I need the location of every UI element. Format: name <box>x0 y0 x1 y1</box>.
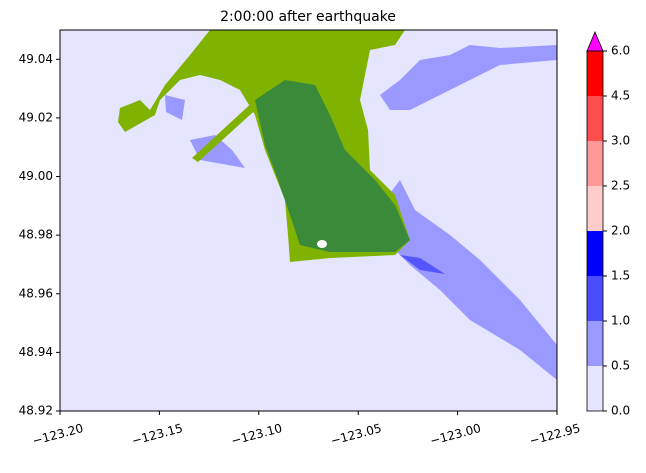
land-flood <box>192 100 262 162</box>
x-tick-label: −123.20 <box>31 421 85 448</box>
colorbar-band <box>587 366 603 411</box>
colorbar-tick-label: 2.5 <box>611 179 630 193</box>
map <box>60 30 557 411</box>
y-tick-label: 49.02 <box>19 110 53 124</box>
y-tick-label: 48.92 <box>19 404 53 418</box>
colorbar-band <box>587 186 603 231</box>
x-tick-label: −122.95 <box>528 421 582 448</box>
colorbar-tick-label: 4.5 <box>611 89 630 103</box>
colorbar-extend <box>586 30 604 52</box>
colorbar-tick-label: 1.5 <box>611 269 630 283</box>
colorbar-band <box>587 276 603 321</box>
colorbar-tick-label: 0.5 <box>611 359 630 373</box>
y-tick-label: 49.04 <box>19 52 53 66</box>
wave-region <box>400 255 445 274</box>
y-tick-label: 49.00 <box>19 169 53 183</box>
wave-region <box>190 135 245 168</box>
wave-region <box>380 45 557 110</box>
colorbar-tick-label: 0.0 <box>611 404 630 418</box>
island <box>317 240 327 248</box>
y-tick-label: 48.98 <box>19 228 53 242</box>
colorbar-tick-label: 1.0 <box>611 314 630 328</box>
x-tick-label: −123.00 <box>429 421 483 448</box>
x-tick-label: −123.10 <box>230 421 284 448</box>
colorbar-band <box>587 321 603 366</box>
y-tick-label: 48.94 <box>19 345 53 359</box>
colorbar-band <box>587 96 603 141</box>
y-tick-label: 48.96 <box>19 286 53 300</box>
colorbar-band <box>587 141 603 186</box>
plot-frame <box>59 29 558 412</box>
wave-region <box>385 180 557 380</box>
colorbar-tick-label: 3.0 <box>611 134 630 148</box>
x-tick-label: −123.05 <box>329 421 383 448</box>
colorbar-band <box>587 51 603 96</box>
colorbar-tick-label: 2.0 <box>611 224 630 238</box>
wave-region <box>165 95 185 120</box>
land-deep <box>255 80 410 252</box>
colorbar-tick-label: 6.0 <box>611 44 630 58</box>
chart-title: 2:00:00 after earthquake <box>220 9 396 25</box>
colorbar-band <box>587 231 603 276</box>
x-tick-label: −123.15 <box>130 421 184 448</box>
